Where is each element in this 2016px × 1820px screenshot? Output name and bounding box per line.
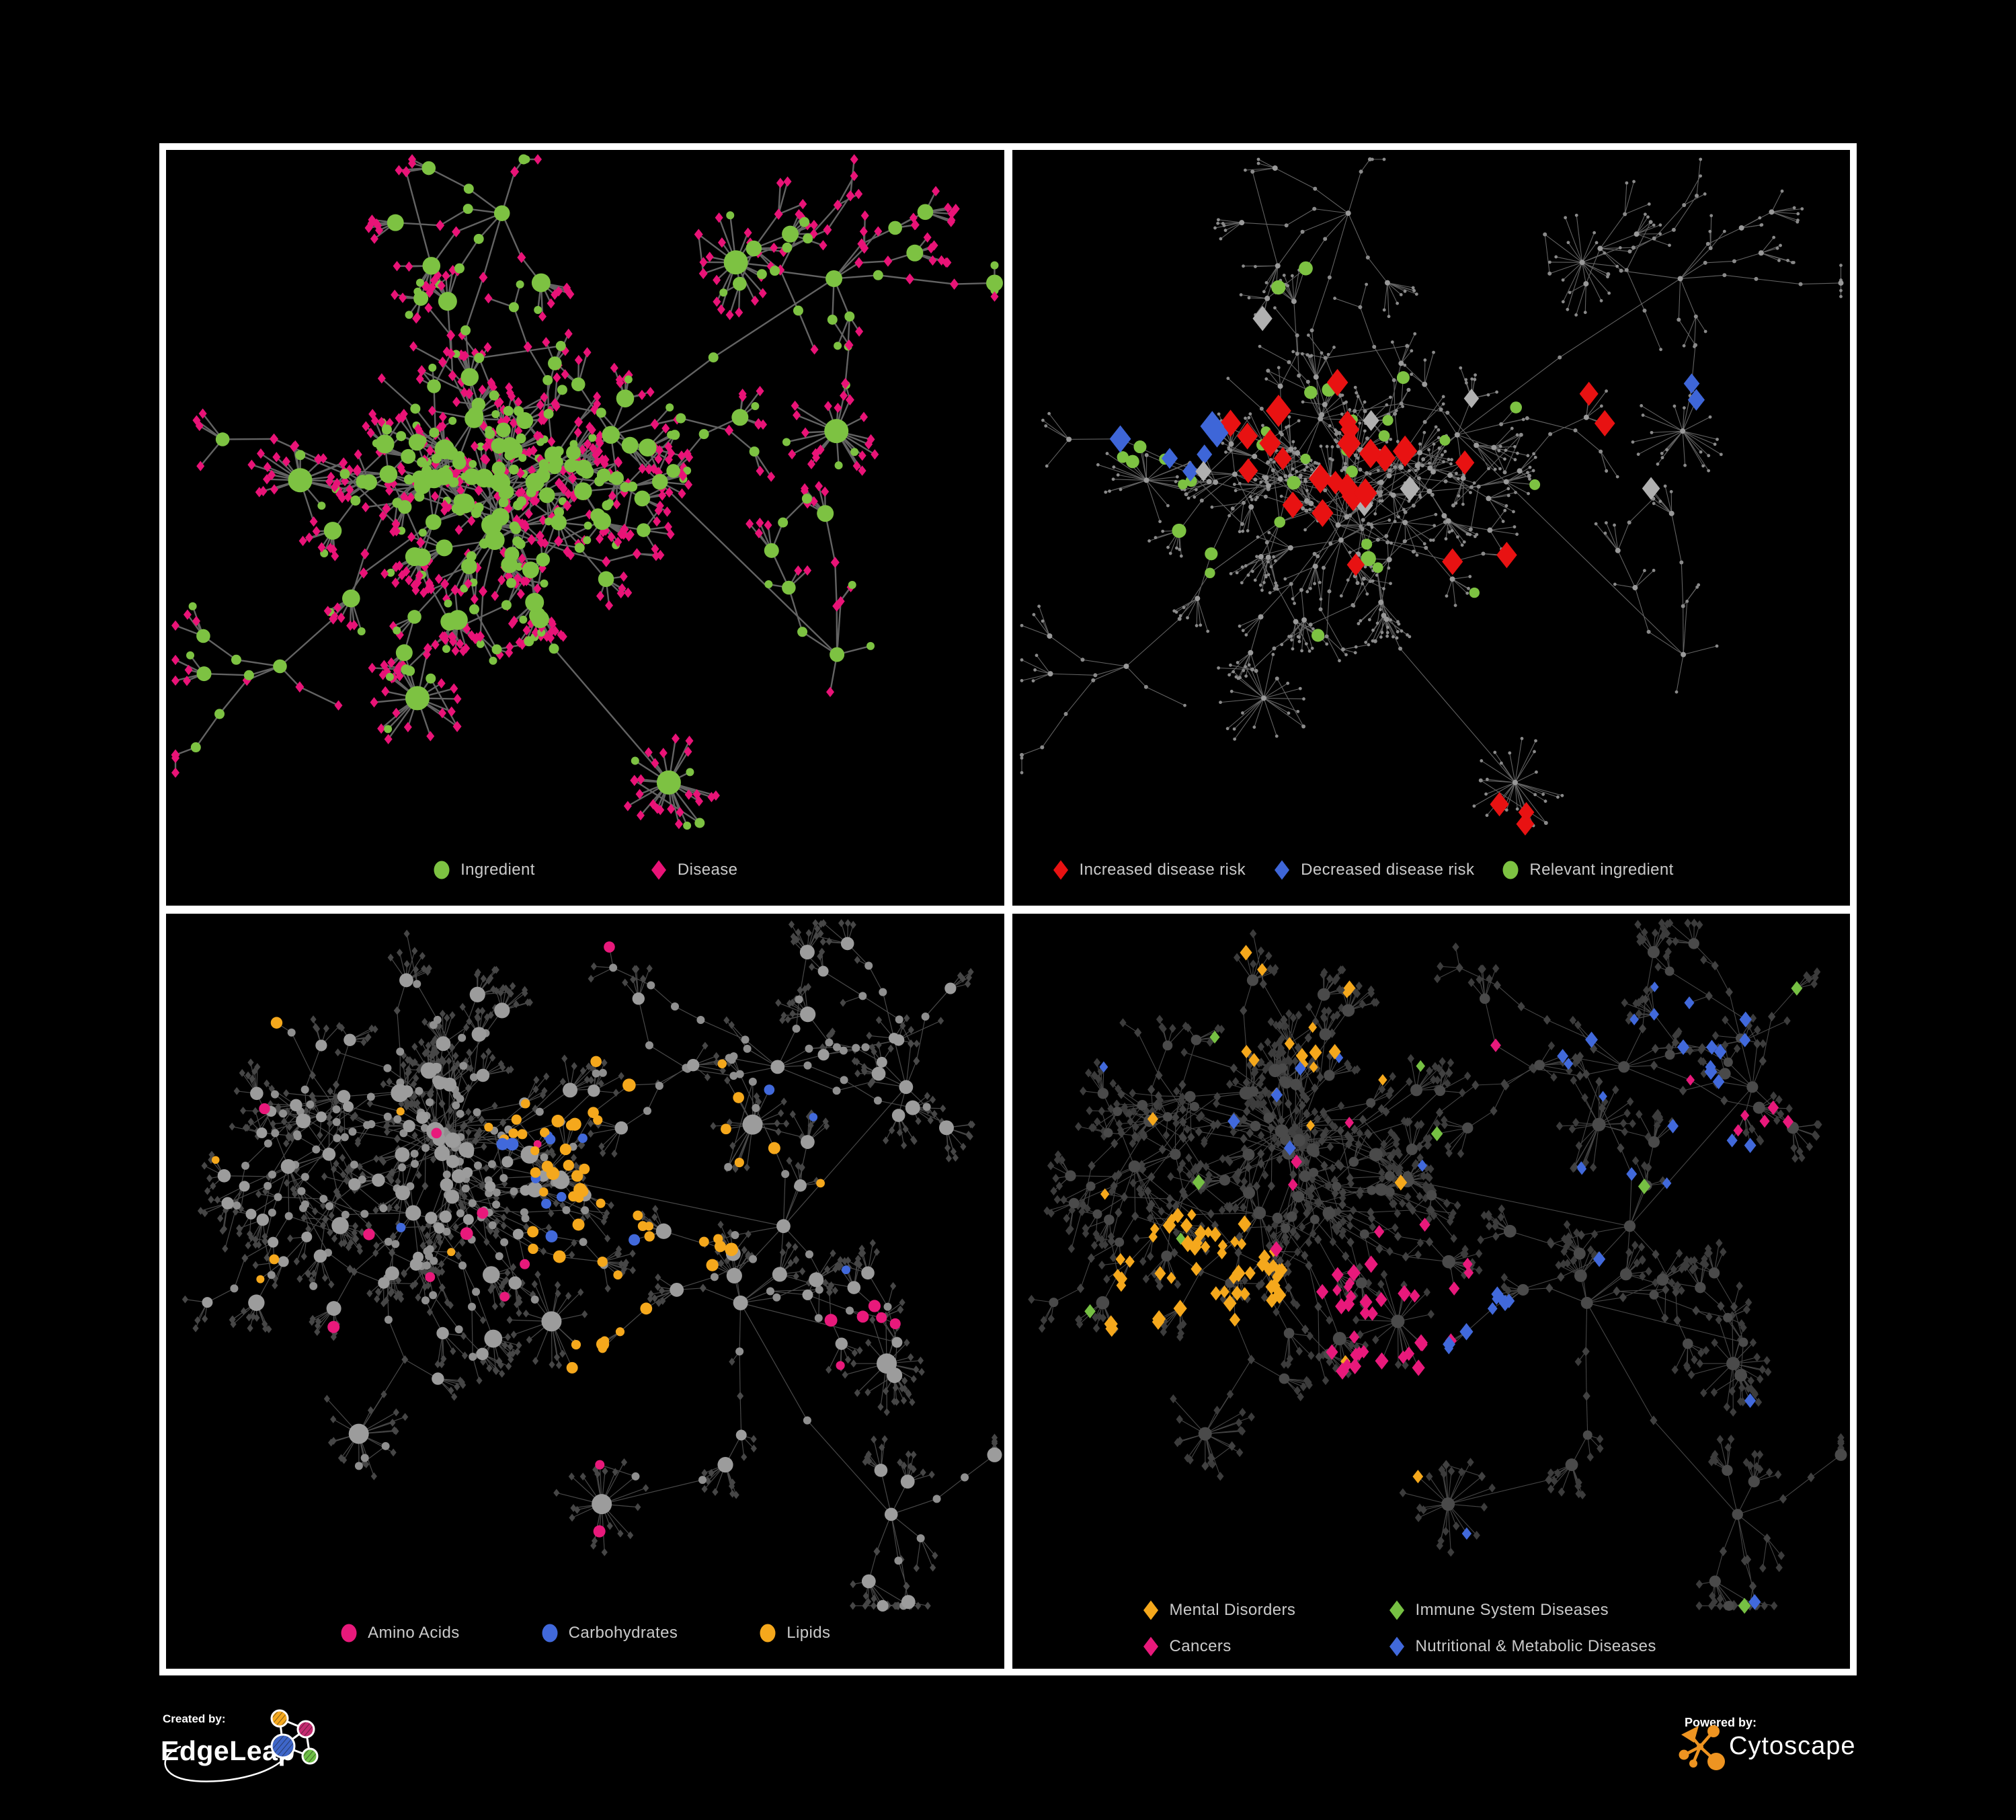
legend-label: Mental Disorders [1169, 1601, 1296, 1619]
legend-item: Amino Acids [339, 1622, 459, 1645]
graph-nodes [1019, 157, 1843, 836]
edgeleap-swoosh [164, 1745, 291, 1782]
legend-label: Lipids [787, 1624, 831, 1642]
diamond-marker-icon [1389, 1600, 1404, 1620]
network-panels-grid: Ingredient Disease Increased disease risk… [159, 143, 1857, 1675]
diamond-marker-icon [1053, 860, 1068, 879]
powered-by-label: Powered by: [1685, 1716, 1757, 1729]
disease-risk-network-graph [1019, 157, 1843, 836]
legend-item: Lipids [758, 1622, 830, 1645]
cytoscape-logo-icon [1679, 1725, 1725, 1770]
legend-item: Carbohydrates [540, 1622, 678, 1645]
legend-item: Mental Disorders [1141, 1599, 1387, 1622]
legend-label: Increased disease risk [1079, 860, 1246, 879]
graph-edges [185, 922, 996, 1606]
panel-disease-risk: Increased disease risk Decreased disease … [1012, 150, 1851, 906]
circle-marker-icon [1502, 861, 1519, 879]
diamond-marker-icon [1143, 1600, 1158, 1620]
legend-label: Amino Acids [368, 1624, 460, 1642]
circle-marker-icon [341, 1624, 357, 1643]
panel-ingredient-disease: Ingredient Disease [166, 150, 1004, 906]
legend-item: Disease [649, 859, 738, 881]
disease-risk-legend: Increased disease risk Decreased disease … [1012, 859, 1851, 881]
panel-disease-categories: Mental Disorders Immune System Diseases Ca… [1012, 913, 1850, 1669]
circle-marker-icon [434, 861, 450, 879]
legend-label: Decreased disease risk [1301, 860, 1475, 879]
legend-item: Decreased disease risk [1273, 859, 1474, 881]
legend-label: Ingredient [460, 860, 535, 879]
ingredient-disease-network-graph [171, 154, 1003, 830]
created-by-label: Created by: [163, 1712, 226, 1725]
cytoscape-credit: Powered by: Cytoscape [1679, 1716, 1856, 1770]
disease-categories-legend: Mental Disorders Immune System Diseases Ca… [1141, 1599, 1656, 1658]
ingredient-disease-legend: Ingredient Disease [166, 859, 1004, 881]
nutrient-groups-legend: Amino Acids Carbohydrates Lipids [166, 1622, 1004, 1645]
legend-label: Cancers [1169, 1637, 1232, 1655]
legend-item: Immune System Diseases [1387, 1599, 1656, 1622]
graph-nodes [1027, 918, 1847, 1614]
legend-label: Relevant ingredient [1529, 860, 1674, 879]
legend-label: Immune System Diseases [1415, 1601, 1609, 1619]
graph-nodes [171, 154, 1003, 830]
edgeleap-logo-icon [270, 1709, 319, 1765]
cytoscape-brand: Cytoscape [1729, 1732, 1856, 1760]
legend-item: Cancers [1141, 1635, 1387, 1658]
legend-item: Relevant ingredient [1501, 859, 1673, 881]
legend-label: Nutritional & Metabolic Diseases [1415, 1637, 1656, 1655]
disease-categories-network-graph [1027, 918, 1847, 1614]
legend-item: Increased disease risk [1051, 859, 1246, 881]
graph-edges [1031, 922, 1841, 1606]
diamond-marker-icon [1389, 1636, 1404, 1657]
legend-item: Nutritional & Metabolic Diseases [1387, 1635, 1656, 1658]
graph-nodes [182, 918, 1002, 1612]
diamond-marker-icon [1143, 1636, 1158, 1657]
legend-label: Disease [677, 860, 738, 879]
diamond-marker-icon [1275, 860, 1290, 879]
diamond-marker-icon [651, 860, 666, 879]
legend-label: Carbohydrates [568, 1624, 678, 1642]
circle-marker-icon [542, 1624, 558, 1643]
panel-nutrient-groups: Amino Acids Carbohydrates Lipids [166, 913, 1004, 1669]
legend-item: Ingredient [432, 859, 535, 881]
circle-marker-icon [760, 1624, 776, 1643]
edgeleap-credit: Created by: EdgeLeap [161, 1709, 319, 1782]
nutrient-groups-network-graph [182, 918, 1002, 1612]
